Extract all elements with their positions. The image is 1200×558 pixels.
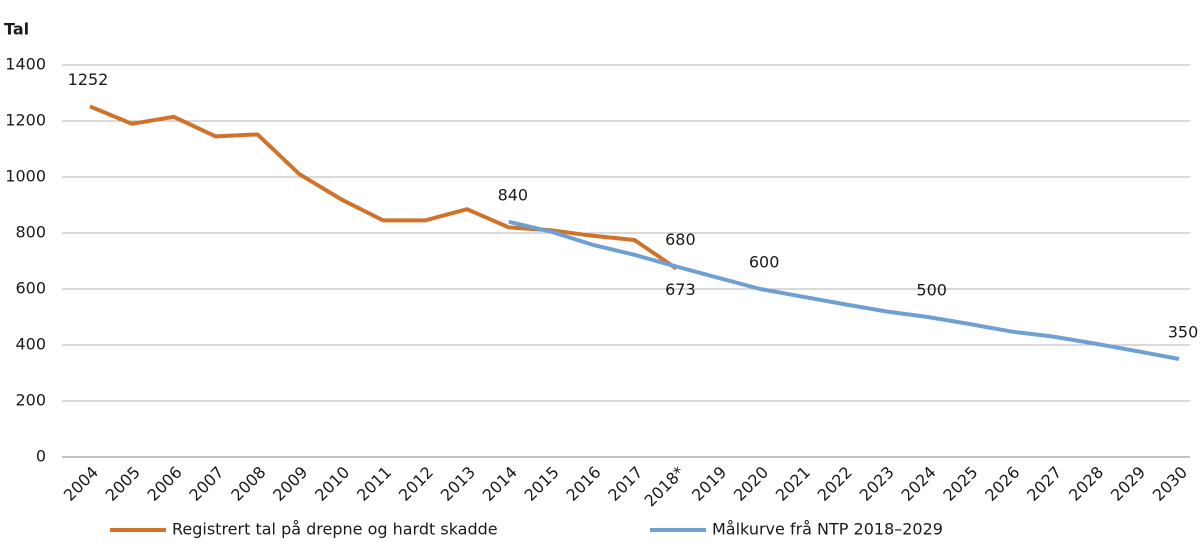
data-label: 1252 bbox=[68, 70, 109, 89]
x-tick-label: 2028 bbox=[1065, 463, 1107, 505]
x-tick-label: 2029 bbox=[1107, 463, 1149, 505]
series-line bbox=[508, 219, 1180, 361]
x-tick-label: 2013 bbox=[437, 463, 479, 505]
y-tick-label: 200 bbox=[15, 391, 46, 410]
data-label: 500 bbox=[916, 281, 947, 300]
data-label: 673 bbox=[665, 280, 696, 299]
data-label: 680 bbox=[665, 230, 696, 249]
data-label: 840 bbox=[498, 185, 529, 204]
y-tick-label: 400 bbox=[15, 335, 46, 354]
x-tick-label: 2005 bbox=[102, 463, 144, 505]
x-tick-label: 2024 bbox=[897, 463, 939, 505]
y-tick-label: 1000 bbox=[5, 167, 46, 186]
x-tick-label: 2020 bbox=[730, 463, 772, 505]
x-tick-label: 2021 bbox=[772, 463, 814, 505]
series-line bbox=[89, 104, 678, 271]
x-tick-label: 2019 bbox=[688, 463, 730, 505]
x-tick-label: 2012 bbox=[395, 463, 437, 505]
y-axis-label: Tal bbox=[4, 20, 29, 39]
y-tick-label: 1200 bbox=[5, 111, 46, 130]
x-tick-label: 2017 bbox=[604, 463, 646, 505]
x-tick-label: 2023 bbox=[856, 463, 898, 505]
x-tick-label: 2008 bbox=[227, 463, 269, 505]
x-tick-label: 2011 bbox=[353, 463, 395, 505]
x-tick-label: 2022 bbox=[814, 463, 856, 505]
x-tick-label: 2009 bbox=[269, 463, 311, 505]
y-tick-label: 1400 bbox=[5, 55, 46, 74]
x-tick-label: 2014 bbox=[479, 463, 521, 505]
y-tick-label: 600 bbox=[15, 279, 46, 298]
x-tick-label: 2007 bbox=[185, 463, 227, 505]
x-tick-label: 2016 bbox=[562, 463, 604, 505]
x-tick-label: 2015 bbox=[521, 463, 563, 505]
x-tick-label: 2026 bbox=[981, 463, 1023, 505]
x-tick-label: 2004 bbox=[60, 463, 102, 505]
x-tick-label: 2010 bbox=[311, 463, 353, 505]
y-tick-label: 0 bbox=[36, 447, 46, 466]
x-tick-label: 2027 bbox=[1023, 463, 1065, 505]
data-label: 600 bbox=[749, 253, 780, 272]
y-tick-label: 800 bbox=[15, 223, 46, 242]
legend-label: Målkurve frå NTP 2018–2029 bbox=[712, 520, 943, 539]
x-tick-label: 2018* bbox=[641, 463, 689, 511]
data-label: 350 bbox=[1168, 323, 1199, 342]
legend-label: Registrert tal på drepne og hardt skadde bbox=[172, 520, 498, 539]
x-tick-label: 2025 bbox=[939, 463, 981, 505]
x-tick-label: 2006 bbox=[144, 463, 186, 505]
x-tick-label: 2030 bbox=[1149, 463, 1191, 505]
